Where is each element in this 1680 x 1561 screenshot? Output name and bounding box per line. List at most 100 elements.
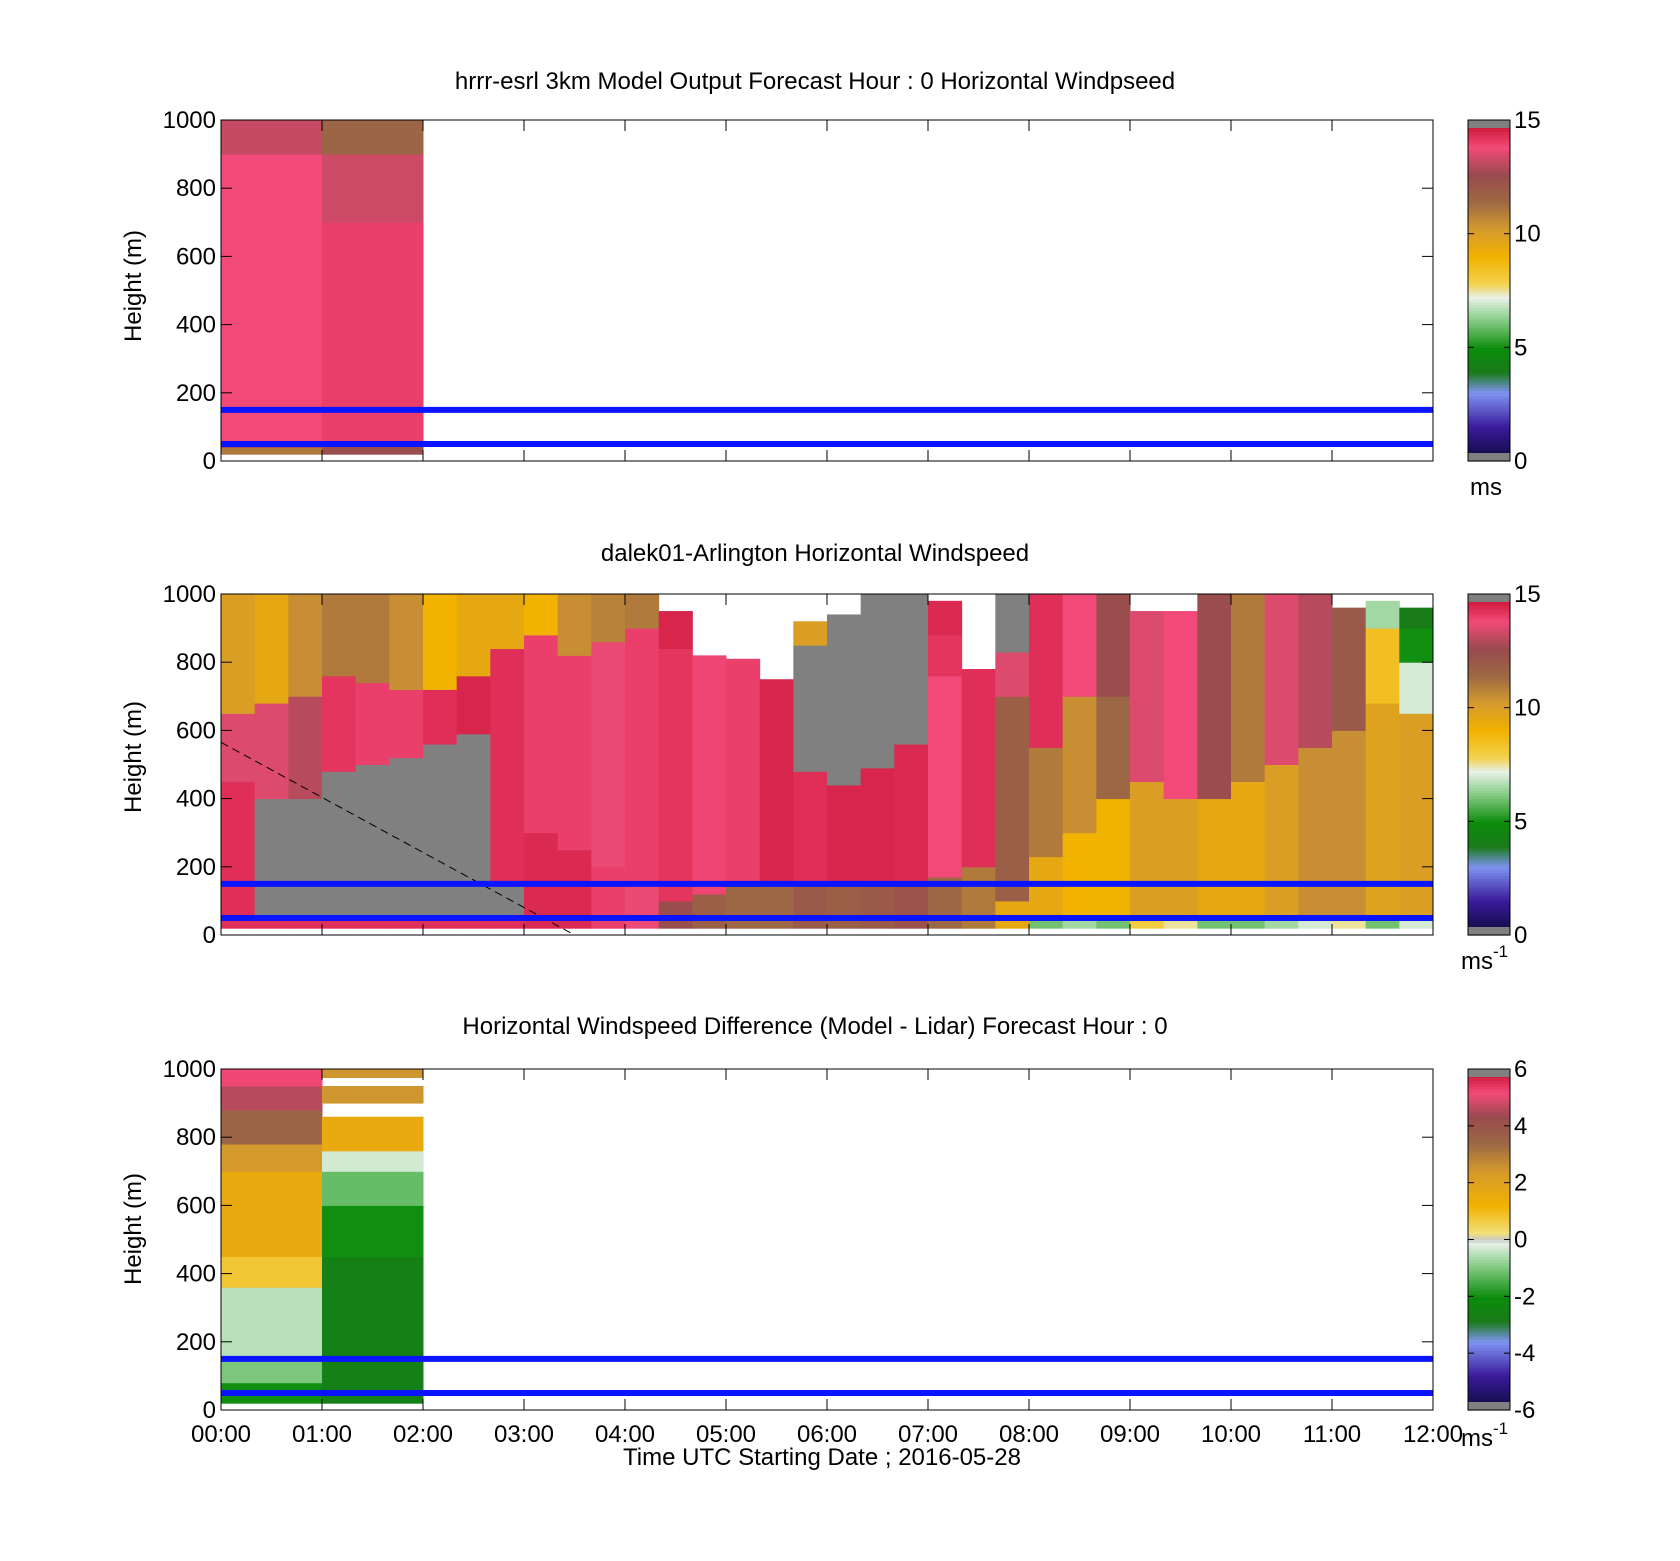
x-axis-label: Time UTC Starting Date ; 2016-05-28 <box>623 1444 1021 1471</box>
y-tick-label: 200 <box>176 380 216 407</box>
colorbar-tick-label: 15 <box>1514 107 1541 134</box>
heatmap-cell <box>1332 730 1367 916</box>
heatmap-cell <box>456 594 491 677</box>
colorbar-segment <box>1468 1151 1510 1155</box>
colorbar-segment <box>1468 1259 1510 1263</box>
colorbar-segment <box>1468 642 1510 646</box>
x-tick-label: 10:00 <box>1201 1421 1261 1448</box>
colorbar-segment <box>1468 1356 1510 1360</box>
colorbar-segment <box>1468 1196 1510 1201</box>
colorbar-segment <box>1468 1222 1510 1226</box>
heatmap-cell <box>1399 662 1434 714</box>
colorbar-segment <box>1468 815 1510 820</box>
colorbar-segment <box>1468 139 1510 144</box>
colorbar-segment <box>1468 344 1510 348</box>
colorbar-segment <box>1468 375 1510 380</box>
colorbar-segment <box>1468 293 1510 297</box>
colorbar-segment <box>1468 701 1510 706</box>
colorbar-segment <box>1468 1338 1510 1343</box>
heatmap-cell <box>591 594 626 643</box>
colorbar-segment <box>1468 438 1510 442</box>
colorbar-unit-exponent: -1 <box>1493 942 1508 961</box>
heatmap-cell <box>288 798 323 916</box>
colorbar-segment <box>1468 758 1510 763</box>
colorbar-segment <box>1468 1375 1510 1380</box>
colorbar-segment <box>1468 304 1510 309</box>
colorbar-segment <box>1468 1162 1510 1167</box>
colorbar-segment <box>1468 659 1510 663</box>
colorbar-segment <box>1468 301 1510 306</box>
heatmap-cell <box>928 634 963 677</box>
colorbar-segment <box>1468 613 1510 618</box>
colorbar-segment <box>1468 690 1510 695</box>
colorbar-segment <box>1468 287 1510 292</box>
colorbar-segment <box>1468 1125 1510 1130</box>
colorbar-segment <box>1468 883 1510 888</box>
colorbar-segment <box>1468 1353 1510 1357</box>
panel-title: hrrr-esrl 3km Model Output Forecast Hour… <box>455 68 1175 95</box>
heatmap-cell <box>692 894 727 929</box>
colorbar-segment <box>1468 1228 1510 1232</box>
colorbar-tick-label: 0 <box>1514 922 1527 949</box>
colorbar-segment <box>1468 1324 1510 1329</box>
colorbar-segment <box>1468 321 1510 326</box>
colorbar-segment <box>1468 256 1510 260</box>
colorbar-segment <box>1468 787 1510 791</box>
colorbar-segment <box>1468 412 1510 417</box>
colorbar: -6 -4 -2 0 2 4 6 ms-1 <box>1461 1056 1535 1452</box>
colorbar-segment <box>1468 216 1510 221</box>
heatmap-cell <box>322 1171 424 1206</box>
colorbar-tick-label: 10 <box>1514 695 1541 722</box>
colorbar-segment <box>1468 1384 1510 1388</box>
colorbar-segment <box>1468 233 1510 238</box>
heatmap-cell <box>355 594 390 684</box>
colorbar-overflow <box>1468 1069 1510 1077</box>
colorbar-segment <box>1468 1310 1510 1314</box>
heatmap-cell <box>1029 594 1064 748</box>
heatmap-cell <box>658 900 693 929</box>
panel-windspeed-difference: Horizontal Windspeed Difference (Model -… <box>120 1013 1535 1471</box>
heatmap-cell <box>221 1171 323 1258</box>
colorbar-segment <box>1468 1256 1510 1260</box>
colorbar-segment <box>1468 1296 1510 1300</box>
colorbar-segment <box>1468 1279 1510 1283</box>
colorbar-segment <box>1468 162 1510 167</box>
heatmap-cell <box>322 154 424 223</box>
colorbar-segment <box>1468 1398 1510 1403</box>
colorbar-segment <box>1468 1239 1510 1243</box>
colorbar-segment <box>1468 1250 1510 1255</box>
colorbar-segment <box>1468 900 1510 905</box>
colorbar-segment <box>1468 838 1510 842</box>
colorbar-segment <box>1468 1202 1510 1206</box>
colorbar-segment <box>1468 1262 1510 1266</box>
colorbar-segment <box>1468 1248 1510 1252</box>
colorbar-segment <box>1468 188 1510 192</box>
heatmap-cell <box>355 682 390 765</box>
panel-lidar-windspeed: dalek01-Arlington Horizontal Windspeed H… <box>120 540 1541 975</box>
heatmap-cell <box>1062 594 1097 697</box>
colorbar-segment <box>1468 1120 1510 1124</box>
heatmap-cell <box>221 1358 323 1384</box>
colorbar-segment <box>1468 602 1510 606</box>
colorbar-segment <box>1468 804 1510 808</box>
colorbar-segment <box>1468 245 1510 249</box>
colorbar-underflow <box>1468 453 1510 461</box>
heatmap-cell <box>1365 600 1400 629</box>
panel-title: dalek01-Arlington Horizontal Windspeed <box>601 540 1029 567</box>
heatmap-cell <box>1264 594 1299 765</box>
colorbar-segment <box>1468 1148 1510 1153</box>
heatmap-cell <box>490 883 525 916</box>
colorbar-segment <box>1468 1370 1510 1374</box>
heatmap-cell <box>322 120 424 155</box>
colorbar: 0 5 10 15 ms-1 <box>1461 581 1541 975</box>
colorbar-segment <box>1468 608 1510 612</box>
colorbar-segment <box>1468 1134 1510 1138</box>
colorbar-segment <box>1468 225 1510 229</box>
colorbar-segment <box>1468 1205 1510 1209</box>
y-tick-label: 800 <box>176 175 216 202</box>
colorbar-segment <box>1468 279 1510 283</box>
heatmap-cell <box>827 614 862 786</box>
colorbar-segment <box>1468 338 1510 343</box>
colorbar-segment <box>1468 1307 1510 1312</box>
heatmap-cell <box>1365 703 1400 916</box>
